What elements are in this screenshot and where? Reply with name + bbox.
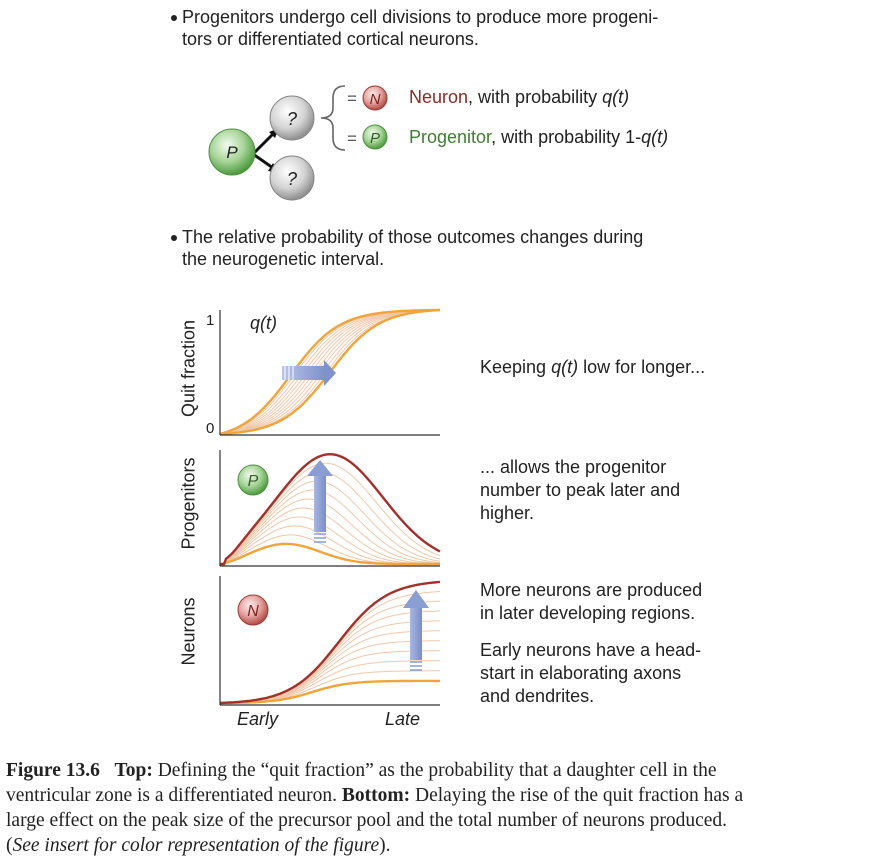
progenitors-badge bbox=[237, 464, 269, 496]
outcome-brace bbox=[320, 85, 346, 151]
progenitor-fan-line bbox=[220, 516, 440, 565]
neuron-curve-early bbox=[220, 679, 440, 705]
progenitor-outcome-text: , with probability 1- bbox=[491, 127, 642, 147]
neuron-fan-line bbox=[219, 620, 441, 704]
neuron-fan-line bbox=[220, 640, 440, 704]
neuron-cell bbox=[362, 85, 388, 111]
bullet-2-line-2: the neurogenetic interval. bbox=[182, 249, 385, 269]
caption-line-4: (See insert for color representation of … bbox=[6, 833, 888, 858]
progenitor-letter-small: P bbox=[370, 130, 380, 147]
note-quit: Keeping q(t) low for longer... bbox=[480, 356, 705, 379]
caption-top-text: Defining the “quit fraction” as the prob… bbox=[152, 760, 717, 781]
quit-tick-1: 1 bbox=[206, 312, 215, 329]
progenitor-q: q(t) bbox=[641, 127, 669, 147]
progenitor-cell-small bbox=[362, 124, 388, 150]
equals-progenitor: = bbox=[347, 129, 357, 148]
note-neur-line-4: start in elaborating axons bbox=[480, 663, 682, 683]
neuron-q: q(t) bbox=[602, 87, 630, 107]
bullet-dot bbox=[171, 235, 177, 241]
caption-insert-note: See insert for color representation of t… bbox=[12, 835, 380, 856]
progenitor-outcome: Progenitor, with probability 1-q(t) bbox=[409, 126, 668, 148]
neuron-up-arrow bbox=[403, 590, 429, 671]
neuron-curve-late bbox=[219, 580, 441, 705]
plot-panels: q(t) bbox=[219, 308, 441, 706]
neurons-badge-letter: N bbox=[247, 603, 259, 620]
progenitor-letter: P bbox=[226, 143, 238, 162]
division-schematic: P ? ? = = N P bbox=[208, 85, 388, 201]
neuron-outcome: Neuron, with probability q(t) bbox=[409, 86, 629, 108]
neurons-badge bbox=[237, 594, 269, 626]
progenitor-cell bbox=[208, 128, 256, 176]
neuron-letter: N bbox=[370, 91, 381, 108]
note-quit-post: low for longer... bbox=[578, 357, 706, 377]
note-neurons: More neurons are produced in later devel… bbox=[480, 579, 702, 708]
x-label-late: Late bbox=[385, 709, 421, 729]
note-neur-line-1: More neurons are produced bbox=[480, 580, 703, 600]
bullet-dot bbox=[171, 15, 177, 21]
panel-badges: P N bbox=[237, 464, 269, 626]
division-arrow-up bbox=[251, 132, 275, 156]
quit-curve-early bbox=[219, 308, 440, 436]
caption-line-2b: Delaying the rise of the quit fraction h… bbox=[410, 785, 744, 806]
progenitors-badge-letter: P bbox=[248, 473, 259, 490]
figure-label: Figure 13.6 bbox=[6, 760, 100, 781]
bullet-2-line-1: The relative probability of those outcom… bbox=[182, 227, 644, 247]
x-label-early: Early bbox=[237, 709, 279, 729]
division-arrow-down bbox=[252, 152, 274, 170]
figure-caption: Figure 13.6 Top: Defining the “quit frac… bbox=[6, 758, 888, 858]
caption-line-1: Figure 13.6 Top: Defining the “quit frac… bbox=[6, 758, 888, 783]
unknown-mark-upper: ? bbox=[287, 109, 297, 129]
quit-panel: q(t) bbox=[219, 308, 441, 436]
caption-open-paren: ( bbox=[6, 835, 13, 856]
bullet-1-line-2: tors or differentiated cortical neurons. bbox=[182, 29, 479, 49]
progenitor-fan-line bbox=[220, 507, 440, 565]
progenitors-axis-label: Progenitors bbox=[178, 457, 199, 550]
neuron-outcome-text: , with probability bbox=[468, 87, 603, 107]
caption-line-3: large effect on the peak size of the pre… bbox=[6, 810, 728, 831]
progenitors-panel bbox=[219, 450, 441, 567]
neuron-word: Neuron bbox=[409, 87, 469, 107]
progenitor-curve-early bbox=[220, 542, 440, 566]
progenitor-curve-late bbox=[220, 452, 441, 566]
progenitor-fan-line bbox=[220, 498, 441, 565]
equals-neuron: = bbox=[347, 89, 357, 108]
note-quit-q: q(t) bbox=[551, 357, 579, 377]
progenitor-word: Progenitor bbox=[409, 127, 492, 147]
daughter-cell-lower bbox=[269, 155, 315, 201]
note-prog-line-1: ... allows the progenitor bbox=[480, 457, 667, 477]
bullet-1-line-1: Progenitors undergo cell divisions to pr… bbox=[182, 7, 659, 27]
caption-bottom-label: Bottom: bbox=[341, 785, 411, 806]
progenitor-fan-line bbox=[220, 489, 441, 565]
note-neur-line-5: and dendrites. bbox=[480, 686, 595, 706]
quit-fraction-axis-label: Quit fraction bbox=[178, 319, 199, 418]
shift-right-arrow bbox=[282, 360, 336, 386]
caption-line-2a: ventricular zone is a differentiated neu… bbox=[6, 785, 342, 806]
note-neur-line-2: in later developing regions. bbox=[480, 603, 696, 623]
note-neur-line-3: Early neurons have a head- bbox=[480, 640, 702, 660]
note-quit-pre: Keeping bbox=[480, 357, 552, 377]
note-prog-line-2: number to peak later and bbox=[480, 480, 681, 500]
q-of-t-label: q(t) bbox=[250, 313, 277, 333]
unknown-mark-lower: ? bbox=[287, 169, 297, 189]
caption-line-2: ventricular zone is a differentiated neu… bbox=[6, 783, 888, 808]
progenitor-fan-line bbox=[220, 480, 441, 565]
quit-tick-0: 0 bbox=[206, 420, 215, 437]
quit-fan-line bbox=[219, 309, 441, 435]
progenitor-up-arrow bbox=[307, 460, 333, 543]
note-prog-line-3: higher. bbox=[480, 503, 535, 523]
note-progenitors: ... allows the progenitor number to peak… bbox=[480, 456, 680, 525]
daughter-cell-upper bbox=[269, 95, 315, 141]
bullet-relative-probability: The relative probability of those outcom… bbox=[171, 226, 742, 270]
caption-top-label: Top: bbox=[114, 760, 153, 781]
neurons-axis-label: Neurons bbox=[178, 597, 199, 666]
bullet-progenitor-divisions: Progenitors undergo cell divisions to pr… bbox=[171, 6, 742, 50]
neurons-panel bbox=[219, 576, 441, 706]
caption-close-paren: ). bbox=[379, 835, 391, 856]
